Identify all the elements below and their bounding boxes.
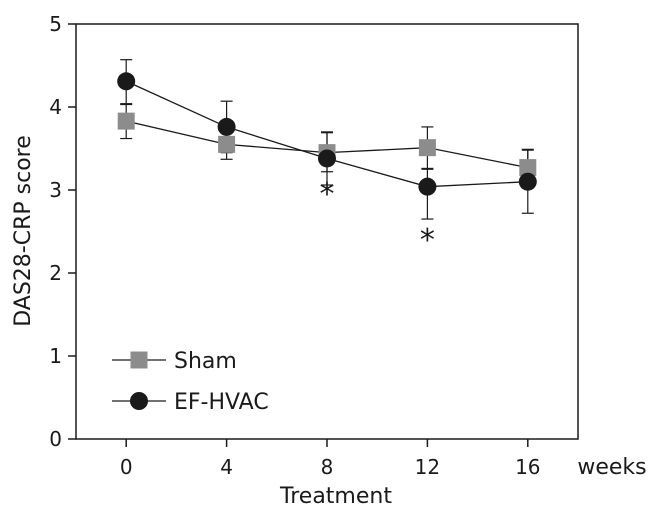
y-tick-label: 1: [49, 344, 62, 368]
significance-asterisk: *: [420, 223, 435, 258]
y-axis-label: DAS28-CRP score: [11, 135, 36, 327]
plot-frame: [75, 23, 579, 440]
data-point-sham: [117, 112, 135, 130]
legend-sham-marker: [130, 351, 148, 369]
y-tick-label: 3: [49, 178, 62, 202]
data-point-ef-hvac: [217, 117, 236, 136]
y-tick-label: 5: [49, 12, 62, 36]
x-tick-label: 0: [120, 455, 133, 479]
x-tick-label: 12: [415, 455, 440, 479]
annotation-layer: **: [320, 177, 435, 258]
x-axis-unit-label: weeks: [577, 455, 646, 480]
legend: Sham EF-HVAC: [112, 349, 269, 415]
significance-asterisk: *: [320, 177, 335, 212]
data-point-sham: [218, 135, 236, 153]
y-axis: 0 1 2 3 4 5: [49, 12, 76, 451]
data-point-ef-hvac: [318, 149, 336, 168]
series-layer: [117, 59, 537, 220]
legend-sham-label: Sham: [174, 349, 237, 374]
x-tick-label: 8: [321, 455, 334, 479]
series-markers: [117, 72, 537, 196]
y-tick-label: 0: [49, 427, 62, 451]
x-tick-label: 4: [220, 455, 233, 479]
y-tick-label: 2: [49, 261, 62, 285]
data-point-ef-hvac: [117, 72, 136, 91]
legend-efhvac-marker: [130, 392, 148, 410]
data-point-ef-hvac: [518, 172, 537, 191]
data-point-sham: [418, 139, 436, 157]
data-point-ef-hvac: [418, 177, 437, 196]
legend-efhvac-label: EF-HVAC: [174, 390, 269, 415]
x-axis-label: Treatment: [279, 484, 392, 505]
x-axis: 0 4 8 12 16: [120, 439, 541, 479]
x-tick-label: 16: [515, 455, 540, 479]
y-tick-label: 4: [49, 95, 62, 119]
